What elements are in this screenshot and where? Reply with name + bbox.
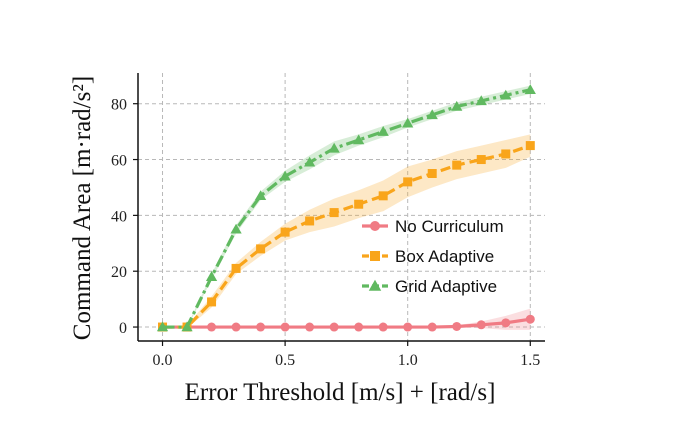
point-no-curriculum [280, 322, 290, 332]
point-grid-adaptive [279, 170, 291, 181]
series-lines [156, 84, 536, 332]
y-tick-label: 60 [111, 153, 127, 170]
point-box-adaptive [525, 141, 535, 151]
y-tick-label: 20 [111, 264, 127, 281]
point-box-adaptive [427, 169, 437, 178]
y-tick-label: 80 [111, 97, 127, 114]
legend-marker-no-curriculum [370, 221, 380, 231]
point-grid-adaptive [156, 321, 169, 332]
point-grid-adaptive [328, 142, 340, 153]
point-no-curriculum [476, 320, 486, 330]
point-grid-adaptive [475, 95, 487, 106]
x-tick-label: 0.0 [153, 352, 173, 369]
point-box-adaptive [207, 297, 217, 307]
point-grid-adaptive [451, 100, 463, 111]
point-box-adaptive [452, 160, 462, 170]
point-grid-adaptive [377, 126, 389, 136]
legend-marker-grid-adaptive [368, 279, 382, 291]
x-axis-title: Error Threshold [m/s] + [rad/s] [185, 379, 496, 406]
point-grid-adaptive [254, 190, 267, 201]
point-no-curriculum [452, 321, 462, 331]
point-box-adaptive [403, 177, 413, 187]
point-no-curriculum [378, 322, 388, 332]
point-grid-adaptive [304, 156, 316, 167]
point-grid-adaptive [181, 321, 193, 332]
band-box-adaptive [162, 134, 531, 329]
line-box-adaptive [162, 144, 531, 329]
legend-label-no-curriculum: No Curriculum [395, 217, 504, 236]
line-no-curriculum [162, 317, 531, 329]
point-box-adaptive [378, 191, 388, 201]
legend: No Curriculum Box Adaptive Grid Adaptive [362, 217, 504, 296]
point-no-curriculum [305, 322, 315, 332]
point-grid-adaptive [353, 134, 365, 145]
y-tick-label: 0 [119, 320, 127, 337]
legend-marker-box-adaptive [370, 251, 380, 261]
y-tick-label: 40 [111, 208, 127, 225]
point-box-adaptive [329, 208, 339, 218]
point-grid-adaptive [402, 117, 414, 128]
point-no-curriculum [427, 322, 437, 332]
point-box-adaptive [231, 263, 241, 273]
line-grid-adaptive [162, 88, 531, 329]
point-no-curriculum [501, 318, 511, 328]
point-grid-adaptive [524, 84, 536, 94]
point-no-curriculum [231, 322, 241, 332]
point-box-adaptive [280, 227, 290, 237]
point-no-curriculum [403, 322, 413, 332]
point-box-adaptive [501, 149, 511, 159]
point-no-curriculum [256, 322, 266, 332]
point-no-curriculum [525, 314, 535, 324]
x-tick-label: 1.0 [398, 352, 418, 369]
point-no-curriculum [329, 322, 339, 332]
point-grid-adaptive [205, 271, 218, 282]
legend-label-grid-adaptive: Grid Adaptive [395, 277, 497, 296]
x-tick-label: 1.5 [520, 352, 540, 369]
point-box-adaptive [354, 199, 364, 209]
band-no-curriculum [162, 308, 531, 330]
legend-label-box-adaptive: Box Adaptive [395, 247, 494, 266]
point-grid-adaptive [426, 109, 438, 120]
point-box-adaptive [256, 244, 266, 254]
point-no-curriculum [207, 322, 217, 332]
point-grid-adaptive [230, 223, 242, 234]
tick-labels: 0.0 0.5 1.0 1.5 0 20 40 60 80 [111, 97, 540, 369]
point-box-adaptive [476, 155, 486, 165]
x-tick-label: 0.5 [275, 352, 295, 369]
point-box-adaptive [305, 216, 315, 226]
y-axis-title: Command Area [m·rad/s²] [69, 76, 96, 340]
point-grid-adaptive [500, 89, 512, 100]
axes [133, 73, 545, 346]
point-no-curriculum [354, 322, 364, 332]
